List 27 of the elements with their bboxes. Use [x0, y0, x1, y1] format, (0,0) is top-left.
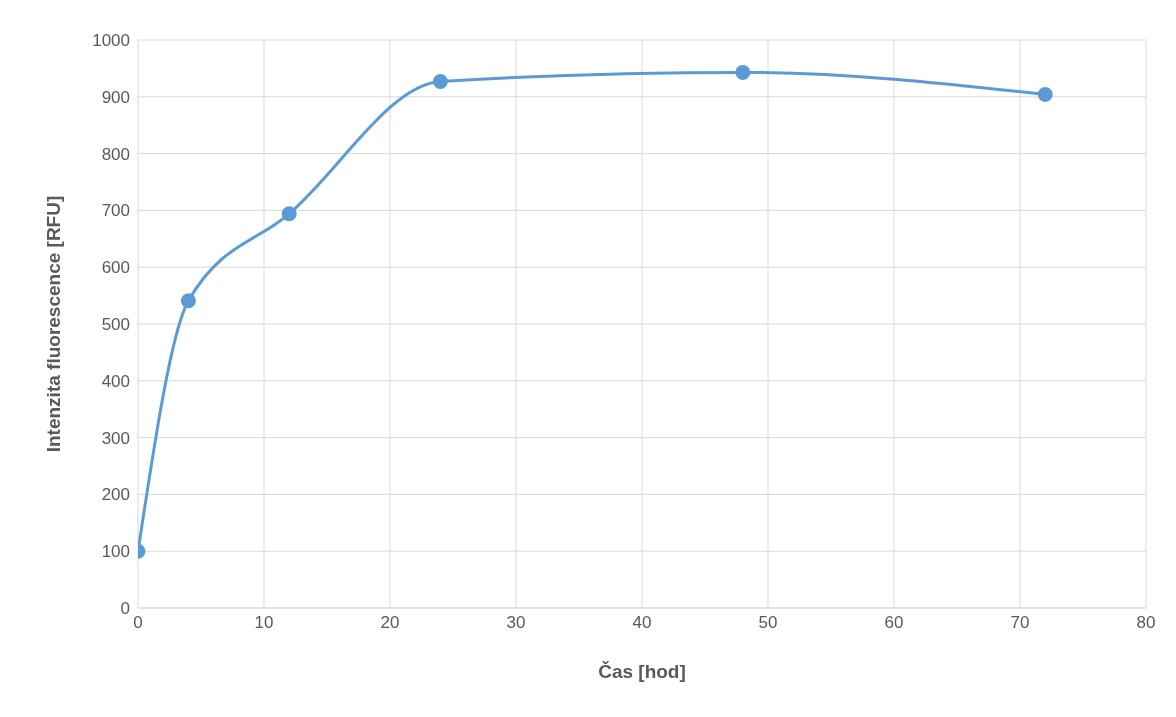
x-tick-label: 0 [133, 613, 143, 633]
y-tick-label: 900 [101, 87, 130, 107]
y-tick-label: 1000 [92, 31, 130, 51]
x-tick-label: 60 [884, 613, 904, 633]
y-tick-label: 400 [101, 371, 130, 391]
y-tick-label: 500 [101, 315, 130, 335]
x-axis-title: Čas [hod] [598, 661, 686, 682]
y-tick-label: 600 [101, 258, 130, 278]
x-tick-label: 20 [380, 613, 400, 633]
y-tick-label: 200 [101, 485, 130, 505]
y-tick-label: 300 [101, 428, 130, 448]
point [432, 73, 448, 89]
point [1037, 87, 1053, 103]
x-tick-label: 70 [1010, 613, 1030, 633]
point [735, 64, 751, 80]
y-tick-label: 800 [101, 144, 130, 164]
point [180, 293, 196, 309]
x-tick-label: 80 [1136, 613, 1156, 633]
x-tick-label: 40 [632, 613, 652, 633]
y-axis-title: Intenzita fluorescence [RFU] [42, 195, 64, 453]
y-tick-label: 0 [120, 599, 130, 619]
x-tick-label: 50 [758, 613, 778, 633]
y-tick-label: 100 [101, 542, 130, 562]
y-tick-label: 700 [101, 201, 130, 221]
x-tick-label: 10 [254, 613, 274, 633]
x-tick-label: 30 [506, 613, 526, 633]
point [281, 206, 297, 222]
